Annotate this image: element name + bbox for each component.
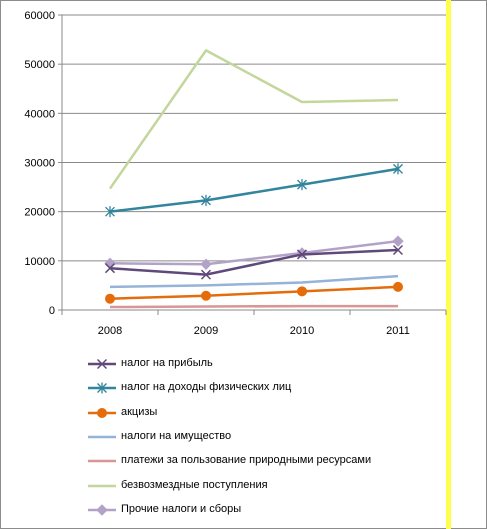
series-3-point: [297, 286, 307, 297]
legend-key: [88, 358, 116, 370]
y-tick-label: 10000: [24, 256, 55, 268]
series-3-point: [105, 293, 115, 304]
series-3-point: [201, 290, 211, 301]
y-tick-label: 50000: [24, 59, 55, 71]
series-2-line: [109, 167, 399, 213]
x-tick-label: 2008: [98, 325, 122, 337]
y-tick-label: 0: [49, 305, 55, 317]
axes: [58, 14, 447, 315]
legend-key: [88, 382, 116, 394]
series-1-point: [104, 263, 116, 274]
x-tick-label: 2011: [386, 325, 410, 337]
series-7-point: [392, 235, 404, 247]
legend-label: налог на доходы физических лиц: [121, 381, 292, 394]
series-2-point: [393, 163, 403, 175]
yellow-divider-bar: [446, 0, 451, 529]
y-tick-label: 20000: [24, 207, 55, 219]
series-1-point: [200, 269, 212, 280]
legend-label: налог на прибыль: [121, 357, 213, 369]
legend-key: [88, 459, 116, 463]
legend-marker: [97, 382, 107, 394]
series-7-point: [104, 257, 116, 269]
series-6-group: [108, 49, 399, 190]
series-3-group: [105, 281, 403, 304]
y-tick-label: 60000: [24, 10, 55, 22]
y-axis-tick-labels: 0 10000 20000 30000 40000 50000 60000: [24, 10, 55, 317]
series-5-group: [109, 304, 398, 309]
legend-marker: [96, 504, 108, 516]
legend-marker: [97, 407, 107, 418]
legend-key: [88, 484, 116, 487]
series-7-group: [104, 235, 404, 270]
series-2-point: [201, 194, 211, 206]
legend-item: безвозмездные поступления: [88, 478, 438, 494]
series-7-line: [109, 239, 399, 266]
legend-item: платежи за пользование природными ресурс…: [88, 453, 438, 469]
series-4-line: [109, 274, 399, 289]
y-tick-label: 30000: [24, 158, 55, 170]
series-1-point: [296, 249, 308, 260]
series-7-point: [296, 247, 308, 259]
series-4-group: [109, 274, 399, 289]
series-7-point: [200, 258, 212, 270]
series-5-line: [109, 304, 398, 309]
x-axis-tick-labels: 2008 2009 2010 2011: [98, 325, 410, 337]
legend-label: платежи за пользование природными ресурс…: [121, 454, 372, 467]
series-1-point: [392, 244, 404, 256]
legend-label: акцизы: [121, 405, 158, 418]
series-1-group: [104, 244, 404, 280]
series-layer: [104, 49, 404, 309]
x-tick-label: 2009: [194, 325, 218, 337]
series-2-point: [297, 179, 307, 191]
grid-lines: [62, 14, 446, 262]
series-2-point: [105, 206, 115, 218]
legend-item: акцизы: [88, 405, 438, 421]
legend-key: [88, 504, 116, 516]
series-6-line: [108, 49, 399, 190]
series-3-point: [393, 281, 403, 292]
legend-marker: [96, 358, 108, 370]
series-2-group: [105, 163, 403, 218]
legend-item: налоги на имущество: [88, 429, 438, 445]
legend-label: налоги на имущество: [121, 429, 232, 442]
legend-item: Прочие налоги и сборы: [88, 502, 438, 518]
legend-key: [88, 407, 116, 418]
legend-key: [88, 435, 116, 439]
x-tick-label: 2010: [290, 325, 314, 337]
legend-item: налог на доходы физических лиц: [88, 380, 438, 396]
legend-label: безвозмездные поступления: [121, 478, 268, 491]
legend-label: Прочие налоги и сборы: [121, 502, 242, 515]
y-tick-label: 40000: [24, 108, 55, 120]
series-3-line: [109, 285, 399, 300]
legend-item: налог на прибыль: [88, 356, 438, 372]
series-1-line: [109, 248, 399, 276]
